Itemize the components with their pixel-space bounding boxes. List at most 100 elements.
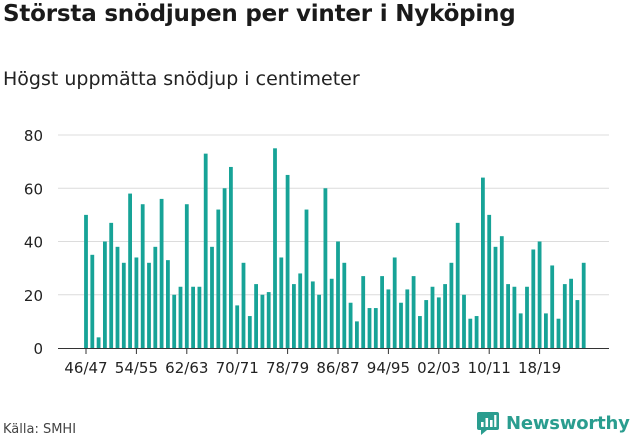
bar [468,318,473,348]
bar [247,316,252,348]
bar [367,308,372,348]
bar [197,286,202,348]
bar [115,246,120,348]
bar [216,209,221,348]
bar [266,292,271,348]
bar [525,286,529,348]
bar [317,294,321,348]
x-tick-label: 62/63 [165,359,208,377]
chart-title: Största snödjupen per vinter i Nyköping [3,1,516,27]
x-tick-label: 54/55 [115,359,158,377]
bars [84,148,586,349]
x-tick-label: 86/87 [316,359,359,377]
bar [361,276,366,348]
bar [84,214,88,349]
source-note: Källa: SMHI [3,422,77,437]
bar [531,249,536,348]
x-tick-label: 94/95 [367,359,410,377]
y-tick-label: 40 [24,234,43,252]
y-axis-ticks: 0 20 40 60 80 [24,127,43,358]
bar [443,284,447,348]
bar [103,241,107,348]
bar [348,302,353,348]
bar [153,246,158,348]
bar [159,198,164,348]
bar [436,297,441,348]
x-tick-label: 78/79 [266,359,309,377]
bar [575,300,580,348]
bar [562,284,567,348]
bar [518,313,523,348]
bar [203,153,208,348]
bar [392,257,397,348]
y-tick-label: 60 [24,180,43,198]
bar [229,166,233,348]
bar [373,308,378,348]
bar [556,318,561,348]
gridlines [58,134,609,296]
x-tick-label: 10/11 [468,359,511,377]
bar [386,289,391,348]
bar [96,337,101,348]
bar [210,246,214,348]
y-tick-label: 20 [24,287,43,305]
bar [481,177,485,348]
bar [109,222,114,348]
x-tick-label: 18/19 [518,359,561,377]
bar [304,209,309,348]
brand-name: Newsworthy [506,412,630,434]
bar [537,241,542,348]
bar [172,294,177,348]
x-axis: 46/47 54/55 62/63 70/71 78/79 86/87 94/95 02/03… [58,348,609,377]
bar [462,294,466,348]
x-tick-label: 70/71 [216,359,259,377]
chart-subtitle: Högst uppmätta snödjup i centimeter [3,68,360,90]
bar [569,278,573,348]
bar [336,241,340,348]
bar [147,262,151,348]
bar [323,188,328,348]
bar [355,321,359,349]
bar [222,188,227,348]
bar [544,313,548,348]
bar [241,262,246,348]
bar [285,174,290,348]
bar [430,286,435,348]
bar [399,302,403,348]
bar [166,260,170,348]
bar [121,262,126,348]
x-tick-label: 02/03 [417,359,460,377]
bar [279,257,284,348]
brand-logo: Newsworthy [476,408,630,438]
bar [254,284,258,348]
bar [292,284,296,348]
bar [273,148,277,348]
bar [474,316,479,348]
bar [134,257,139,348]
bar [298,273,303,348]
newsworthy-icon [477,412,499,435]
bar [310,281,315,348]
bar [90,254,95,348]
bar [411,276,416,348]
bar [418,316,422,348]
x-tick-label: 46/47 [64,359,107,377]
bar [178,286,183,348]
bar [128,193,132,348]
bar [455,222,460,348]
bar [424,300,429,348]
bar [380,276,384,348]
bar [184,204,189,348]
bar [235,305,240,348]
bar [342,262,347,348]
bar [493,246,498,348]
bar [581,262,586,348]
y-tick-label: 0 [33,340,43,358]
bar [140,204,145,348]
bar [405,289,410,348]
y-tick-label: 80 [24,127,43,145]
bar [191,286,195,348]
bar [499,236,504,348]
bar [449,262,454,348]
